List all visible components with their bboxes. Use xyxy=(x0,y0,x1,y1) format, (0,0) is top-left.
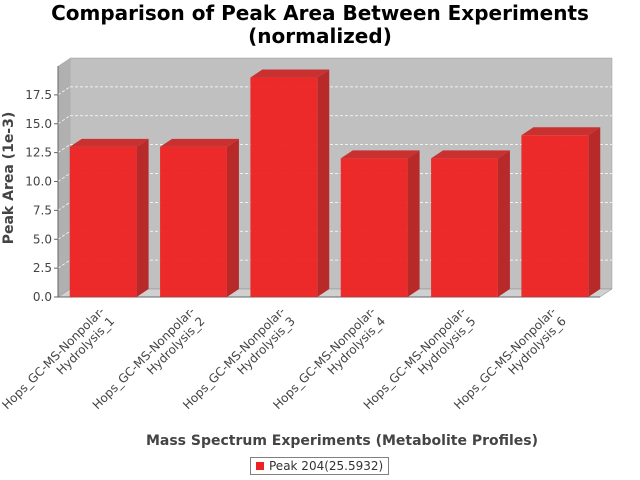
chart-title: Comparison of Peak Area Between Experime… xyxy=(0,2,640,48)
bar-side xyxy=(226,138,239,297)
x-tick-label-line: Hops_GC-MS-Nonpolar- xyxy=(0,304,107,412)
bar-side xyxy=(407,150,420,297)
y-tick-label: 10.0 xyxy=(25,175,52,189)
y-tick-label: 5.0 xyxy=(33,232,52,246)
bar xyxy=(521,135,589,297)
gridline-side xyxy=(57,259,71,269)
y-tick-label: 15.0 xyxy=(25,117,52,131)
bar-top xyxy=(69,138,149,147)
bar xyxy=(340,158,408,297)
bar-top xyxy=(431,150,510,159)
bar-side xyxy=(136,138,149,297)
legend-swatch xyxy=(256,462,264,470)
y-tick-label: 2.5 xyxy=(33,261,52,275)
bar xyxy=(431,158,498,297)
gridline-side xyxy=(57,115,71,125)
bar-side xyxy=(588,127,601,297)
gridline-side xyxy=(57,144,71,153)
y-tick-label: 12.5 xyxy=(25,146,52,160)
chart-title-line-2: (normalized) xyxy=(248,24,392,48)
gridline-side xyxy=(57,86,71,96)
legend: Peak 204(25.5932) xyxy=(250,457,390,475)
bar-top xyxy=(521,127,601,136)
y-axis-label: Peak Area (1e-3) xyxy=(1,112,17,245)
gridline-side xyxy=(57,230,71,240)
chart-title-line-1: Comparison of Peak Area Between Experime… xyxy=(51,1,589,25)
bar xyxy=(160,146,227,297)
bar xyxy=(250,77,318,297)
gridline-side xyxy=(57,173,71,182)
bar-side xyxy=(497,150,510,297)
bar xyxy=(69,146,137,297)
bar-side xyxy=(317,69,330,297)
y-tick-label: 0.0 xyxy=(33,290,52,304)
legend-label: Peak 204(25.5932) xyxy=(269,459,384,473)
bar-top xyxy=(160,138,239,147)
gridline-side xyxy=(57,202,71,211)
y-tick-label: 17.5 xyxy=(25,88,52,102)
bar-top xyxy=(340,150,420,159)
x-axis-label: Mass Spectrum Experiments (Metabolite Pr… xyxy=(146,433,538,449)
y-tick-label: 7.5 xyxy=(33,203,52,217)
bar-top xyxy=(250,69,330,78)
